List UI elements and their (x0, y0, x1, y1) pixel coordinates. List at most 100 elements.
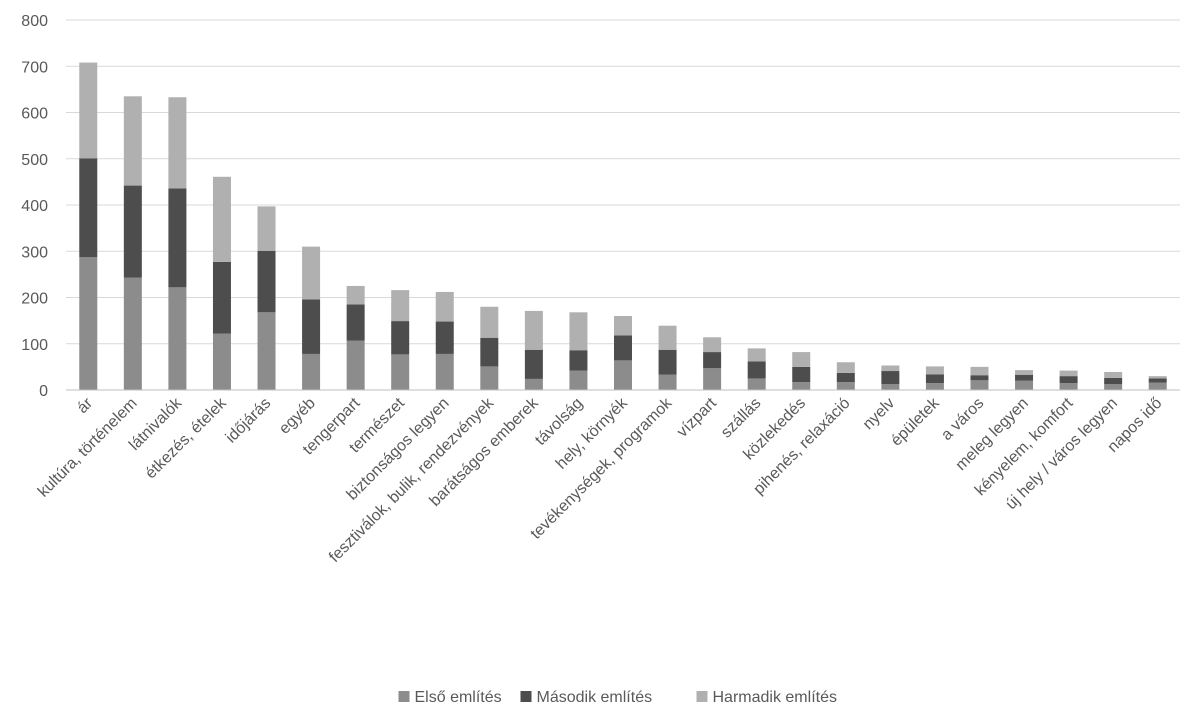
bar-segment (614, 335, 632, 361)
bar-segment (257, 250, 276, 313)
bar-segment (524, 349, 543, 379)
bar-segment (212, 261, 231, 334)
bar-segment (1059, 370, 1078, 377)
legend-label: Második említés (537, 689, 653, 706)
y-tick-label: 600 (21, 106, 48, 123)
bar-segment (614, 360, 632, 390)
y-tick-label: 100 (21, 337, 48, 354)
bar-segment (1015, 380, 1034, 390)
x-tick-label: ár (74, 394, 97, 417)
bar-segment (79, 158, 98, 258)
bar-segment (614, 316, 632, 336)
bar-segment (569, 370, 588, 390)
bar-segment (302, 299, 321, 354)
bar-segment (1104, 383, 1123, 390)
y-tick-label: 0 (39, 383, 48, 400)
x-tick-label: nyelv (860, 395, 898, 433)
bar-segment (524, 310, 543, 350)
bar-segment (79, 257, 98, 390)
bar-segment (1104, 371, 1123, 378)
bar-segment (658, 374, 677, 390)
bars (79, 62, 1167, 390)
bar-segment (302, 246, 321, 300)
x-tick-label: épületek (888, 394, 944, 450)
bar-segment (925, 374, 944, 384)
y-tick-label: 300 (21, 244, 48, 261)
bar-segment (658, 325, 677, 350)
bar-segment (747, 348, 766, 362)
bar-segment (747, 378, 766, 390)
bar-segment (1148, 382, 1167, 390)
x-tick-label: egyéb (276, 395, 319, 438)
legend-item: Első említés (398, 689, 502, 706)
bar-segment (302, 353, 321, 390)
bar-segment (168, 287, 187, 390)
y-tick-label: 800 (21, 13, 48, 30)
bar-segment (658, 349, 677, 375)
bar-segment (123, 96, 142, 186)
bar-segment (569, 350, 588, 371)
bar-segment (257, 312, 276, 390)
bar-segment (1015, 370, 1034, 375)
x-tick-label: vízpart (674, 394, 720, 440)
x-tick-label: időjárás (223, 395, 275, 447)
bar-segment (435, 321, 454, 354)
bar-segment (970, 380, 989, 390)
bar-segment (792, 382, 811, 390)
bar-segment (881, 365, 900, 372)
bar-segment (569, 312, 588, 351)
legend: Első említés Második említés Harmadik emlí… (398, 689, 837, 706)
bar-segment (836, 372, 855, 383)
bar-segment (836, 362, 855, 373)
legend-item: Harmadik említés (696, 689, 837, 706)
bar-segment (168, 97, 187, 189)
bar-segment (836, 382, 855, 390)
bar-segment (792, 352, 811, 367)
x-tick-label: fesztiválok, bulik, rendezvények (326, 394, 498, 566)
bar-segment (747, 361, 766, 379)
bar-segment (792, 366, 811, 383)
legend-label: Harmadik említés (713, 689, 837, 706)
legend-swatch (696, 691, 708, 702)
bar-segment (925, 366, 944, 375)
bar-segment (480, 366, 499, 390)
bar-segment (435, 291, 454, 322)
bar-segment (925, 383, 944, 390)
y-tick-label: 400 (21, 198, 48, 215)
bar-segment (123, 185, 142, 278)
gridlines (66, 19, 1180, 345)
bar-segment (703, 352, 722, 369)
bar-segment (1148, 376, 1167, 379)
bar-segment (79, 62, 98, 159)
y-axis: 0 100 200 300 400 500 600 700 800 (21, 13, 48, 400)
bar-segment (881, 371, 900, 384)
bar-segment (1059, 383, 1078, 390)
bar-segment (1059, 376, 1078, 384)
legend-swatch (398, 691, 410, 702)
bar-segment (703, 337, 722, 353)
bar-segment (346, 285, 365, 305)
x-tick-label: étkezés, ételek (142, 394, 230, 482)
bar-segment (703, 368, 722, 390)
bar-segment (1015, 374, 1034, 381)
bar-segment (435, 353, 454, 390)
bar-segment (524, 378, 543, 390)
legend-item: Második említés (520, 689, 653, 706)
bar-segment (970, 375, 989, 381)
bar-segment (123, 277, 142, 390)
bar-segment (212, 333, 231, 390)
bar-segment (391, 354, 410, 390)
bar-segment (480, 306, 499, 338)
bar-segment (1104, 377, 1123, 384)
legend-swatch (520, 691, 532, 702)
bar-segment (346, 340, 365, 390)
legend-label: Első említés (415, 689, 502, 706)
bar-segment (212, 176, 231, 262)
bar-segment (1148, 378, 1167, 383)
bar-segment (881, 383, 900, 390)
bar-segment (480, 337, 499, 367)
y-tick-label: 200 (21, 291, 48, 308)
bar-segment (970, 366, 989, 376)
